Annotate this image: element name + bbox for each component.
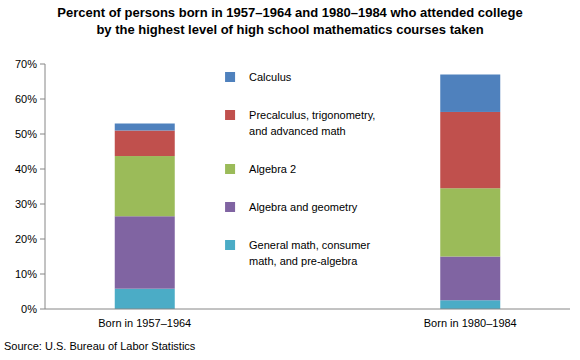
x-tick-label: Born in 1957–1964 bbox=[98, 317, 191, 329]
legend-label-line: Algebra and geometry bbox=[249, 201, 358, 213]
y-tick bbox=[40, 204, 45, 205]
y-tick-label: 50% bbox=[15, 128, 37, 140]
bar-segment bbox=[115, 156, 175, 216]
title: by the highest level of high school math… bbox=[96, 22, 483, 37]
x-tick-label: Born in 1980–1984 bbox=[424, 317, 517, 329]
bars bbox=[115, 75, 501, 310]
bar-segment bbox=[440, 188, 500, 256]
y-tick-label: 20% bbox=[15, 233, 37, 245]
legend-label: Precalculus, trigonometry, and advanced m… bbox=[249, 109, 375, 137]
legend-label: Algebra 2 bbox=[249, 163, 296, 175]
chart: Percent of persons born in 1957–1964 and… bbox=[0, 0, 580, 360]
y-tick-label: 40% bbox=[15, 163, 37, 175]
bar-segment bbox=[440, 300, 500, 309]
legend-label: General math, consumer math, and pre-alge… bbox=[249, 239, 370, 267]
legend-swatch bbox=[225, 202, 235, 212]
y-axis bbox=[45, 64, 46, 309]
y-tick-label: 10% bbox=[15, 268, 37, 280]
y-tick-label: 0% bbox=[21, 303, 37, 315]
title: Percent of persons born in 1957–1964 and… bbox=[57, 5, 522, 20]
y-tick-label: 60% bbox=[15, 93, 37, 105]
x-axis bbox=[45, 309, 570, 310]
y-tick bbox=[40, 309, 45, 310]
y-tick bbox=[40, 169, 45, 170]
bar-segment bbox=[440, 257, 500, 301]
legend-label-line: Algebra 2 bbox=[249, 163, 296, 175]
bar-segment bbox=[440, 112, 500, 188]
bar-segment bbox=[440, 75, 500, 112]
legend-label-line: Calculus bbox=[249, 71, 292, 83]
source: Source: U.S. Bureau of Labor Statistics bbox=[4, 340, 196, 352]
legend-swatch bbox=[225, 240, 235, 250]
y-tick-label: 30% bbox=[15, 198, 37, 210]
legend-swatch bbox=[225, 110, 235, 120]
legend-swatch bbox=[225, 72, 235, 82]
bar-segment bbox=[115, 131, 175, 157]
y-tick bbox=[40, 134, 45, 135]
legend-swatch bbox=[225, 164, 235, 174]
legend-label: Algebra and geometry bbox=[249, 201, 358, 213]
background bbox=[0, 0, 580, 360]
legend-label-line: General math, consumer bbox=[249, 239, 370, 251]
legend-label: Calculus bbox=[249, 71, 292, 83]
bar-segment bbox=[115, 124, 175, 131]
y-tick bbox=[40, 99, 45, 100]
bar-segment bbox=[115, 289, 175, 309]
y-tick-label: 70% bbox=[15, 58, 37, 70]
y-tick bbox=[40, 239, 45, 240]
legend: Calculus Precalculus, trigonometry, and ad… bbox=[225, 71, 375, 267]
y-tick bbox=[40, 274, 45, 275]
legend-label-line: math, and pre-algebra bbox=[249, 255, 358, 267]
legend-label-line: Precalculus, trigonometry, bbox=[249, 109, 375, 121]
legend-label-line: and advanced math bbox=[249, 125, 346, 137]
y-tick bbox=[40, 64, 45, 65]
bar-segment bbox=[115, 216, 175, 288]
